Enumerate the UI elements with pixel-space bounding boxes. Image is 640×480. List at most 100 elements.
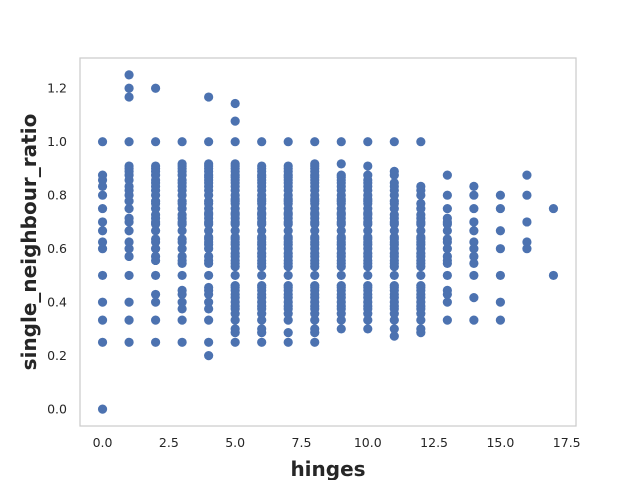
data-point xyxy=(230,98,240,109)
data-point xyxy=(283,315,293,325)
data-point xyxy=(442,297,452,307)
data-point xyxy=(124,226,134,236)
data-point xyxy=(97,190,108,200)
data-point xyxy=(310,337,320,347)
data-point xyxy=(495,315,506,325)
data-point xyxy=(363,280,373,291)
data-point xyxy=(416,181,426,191)
x-tick-label: 15.0 xyxy=(486,435,514,450)
data-point xyxy=(204,297,214,307)
y-axis-ticks: 0.0 0.2 0.4 0.6 0.8 1.0 1.2 xyxy=(47,81,67,417)
data-point xyxy=(257,226,267,236)
data-point xyxy=(124,92,134,102)
data-point xyxy=(283,226,293,236)
data-point xyxy=(177,304,187,314)
data-point xyxy=(522,190,532,200)
data-point xyxy=(124,337,134,347)
data-point xyxy=(336,170,346,180)
data-point xyxy=(442,251,452,262)
data-point xyxy=(469,315,479,325)
data-point xyxy=(469,190,479,200)
data-point xyxy=(150,226,161,236)
x-tick-label: 0.0 xyxy=(93,435,113,450)
data-point xyxy=(150,234,161,244)
y-tick-label: 0.8 xyxy=(47,188,67,203)
data-point xyxy=(495,203,506,214)
data-point xyxy=(469,251,479,262)
data-point xyxy=(124,315,134,325)
data-point xyxy=(442,234,452,244)
data-point xyxy=(204,270,214,281)
data-point xyxy=(230,270,240,281)
data-point xyxy=(363,315,373,325)
data-point xyxy=(522,217,532,227)
data-point xyxy=(310,159,320,169)
data-point xyxy=(150,297,161,307)
data-point xyxy=(442,226,452,236)
data-point xyxy=(97,244,108,254)
data-point xyxy=(363,170,373,180)
data-point xyxy=(97,226,108,236)
data-point xyxy=(469,217,479,227)
data-point xyxy=(363,137,373,147)
data-point xyxy=(442,244,452,254)
data-point xyxy=(97,237,108,247)
x-tick-label: 17.5 xyxy=(553,435,581,450)
data-point xyxy=(150,270,161,281)
data-point xyxy=(469,226,479,236)
data-point xyxy=(416,198,426,209)
data-point xyxy=(257,232,267,242)
data-point xyxy=(230,324,240,334)
data-point xyxy=(389,315,399,325)
data-point xyxy=(204,251,214,262)
data-point xyxy=(442,285,452,296)
data-point xyxy=(310,315,320,325)
data-point xyxy=(389,280,399,291)
data-point xyxy=(389,331,399,341)
data-point xyxy=(177,251,187,262)
data-point xyxy=(150,137,161,147)
data-point xyxy=(204,232,214,242)
data-point xyxy=(416,324,426,334)
data-point xyxy=(416,270,426,281)
data-point xyxy=(310,137,320,147)
y-tick-label: 0.6 xyxy=(47,241,67,256)
data-point xyxy=(469,203,479,214)
data-point xyxy=(124,203,134,214)
data-point xyxy=(495,297,506,307)
data-point xyxy=(522,170,532,180)
data-point xyxy=(442,170,452,180)
data-point xyxy=(97,297,108,307)
data-point xyxy=(495,226,506,236)
x-tick-label: 2.5 xyxy=(159,435,179,450)
data-point xyxy=(548,203,559,214)
data-point xyxy=(442,203,452,214)
data-point xyxy=(363,226,373,236)
x-tick-label: 10.0 xyxy=(354,435,382,450)
data-point xyxy=(124,213,134,223)
data-point xyxy=(310,324,320,334)
data-point xyxy=(124,270,134,281)
data-point xyxy=(389,270,399,281)
data-point xyxy=(257,280,267,291)
data-point xyxy=(522,244,532,254)
data-point xyxy=(97,404,108,414)
data-point xyxy=(416,137,426,147)
data-point xyxy=(469,270,479,281)
data-point xyxy=(257,324,267,334)
data-point xyxy=(177,226,187,236)
data-point xyxy=(150,161,161,171)
data-point xyxy=(177,337,187,347)
x-axis-label: hinges xyxy=(290,457,365,480)
y-tick-label: 0.0 xyxy=(47,402,67,417)
data-point xyxy=(230,159,240,169)
data-point xyxy=(336,159,346,169)
data-point xyxy=(97,270,108,281)
data-point xyxy=(177,297,187,307)
y-tick-label: 0.4 xyxy=(47,295,67,310)
data-point xyxy=(150,251,161,262)
data-point xyxy=(416,232,426,242)
data-point xyxy=(97,315,108,325)
data-point xyxy=(336,226,346,236)
